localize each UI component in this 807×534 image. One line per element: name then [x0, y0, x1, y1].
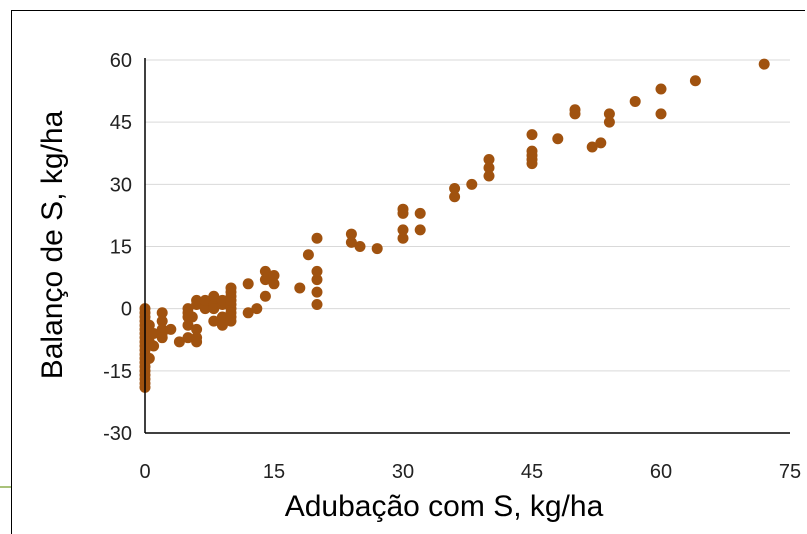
- data-point: [251, 303, 263, 315]
- data-point: [629, 95, 641, 107]
- data-point: [268, 278, 280, 290]
- y-tick-label: 60: [110, 50, 132, 72]
- data-point: [603, 116, 615, 128]
- data-point: [526, 129, 538, 141]
- data-point: [655, 83, 667, 95]
- x-tick-label: 30: [392, 461, 414, 483]
- data-point: [216, 311, 228, 323]
- data-point: [569, 104, 581, 116]
- data-point: [354, 241, 366, 252]
- data-point: [268, 270, 280, 282]
- x-tick-label: 75: [779, 461, 801, 483]
- data-point: [483, 162, 495, 174]
- x-tick-label: 60: [650, 461, 672, 483]
- data-point: [148, 340, 160, 352]
- data-point: [199, 294, 211, 306]
- data-points: [139, 58, 770, 393]
- data-point: [552, 133, 564, 145]
- data-point: [311, 299, 323, 311]
- data-point: [148, 328, 160, 340]
- data-point: [595, 137, 607, 149]
- data-point: [483, 170, 495, 182]
- data-point: [208, 303, 220, 315]
- edge-accent: [0, 486, 11, 488]
- data-point: [371, 243, 383, 255]
- y-tick-label: 0: [121, 299, 132, 321]
- y-axis-title: Balanço de S, kg/ha: [36, 110, 69, 379]
- data-point: [758, 58, 770, 70]
- data-point: [302, 249, 314, 261]
- data-point: [156, 332, 168, 344]
- data-point: [466, 178, 478, 190]
- chart-frame: [11, 10, 805, 534]
- data-point: [165, 323, 177, 335]
- axes: [144, 58, 790, 434]
- data-point: [655, 108, 667, 120]
- y-tick-label: 30: [110, 174, 132, 196]
- data-point: [311, 265, 323, 277]
- data-point: [259, 265, 271, 277]
- data-point: [156, 307, 168, 319]
- data-point: [311, 232, 323, 244]
- data-point: [311, 286, 323, 298]
- data-point: [143, 352, 155, 364]
- data-point: [216, 294, 228, 306]
- data-point: [242, 307, 254, 319]
- data-point: [689, 75, 701, 87]
- data-point: [586, 141, 598, 153]
- data-point: [143, 319, 155, 331]
- data-point: [156, 315, 168, 327]
- data-point: [225, 282, 237, 294]
- data-point: [414, 207, 426, 219]
- data-point: [526, 158, 538, 170]
- data-point: [191, 294, 203, 306]
- data-point: [225, 315, 237, 327]
- data-point: [191, 336, 203, 348]
- data-point: [242, 278, 254, 290]
- data-point: [449, 191, 461, 203]
- data-point: [345, 228, 357, 240]
- data-point: [259, 290, 271, 302]
- data-point: [208, 290, 220, 302]
- data-point: [311, 274, 323, 286]
- data-point: [483, 153, 495, 165]
- data-point: [173, 336, 185, 348]
- data-point: [259, 274, 271, 286]
- data-point: [397, 203, 409, 215]
- data-point: [216, 319, 228, 331]
- y-tick-label: -30: [103, 423, 132, 445]
- data-point: [199, 303, 211, 315]
- data-point: [397, 224, 409, 236]
- data-point: [397, 232, 409, 244]
- data-point: [191, 323, 203, 335]
- y-tick-label: -15: [103, 361, 132, 383]
- y-tick-label: 45: [110, 112, 132, 134]
- tick-labels: 60 45 30 15 0 -15 -30 0 15 30 45 60 75: [103, 50, 801, 483]
- data-point: [186, 311, 198, 323]
- gridlines: [145, 59, 790, 372]
- data-point: [414, 224, 426, 236]
- data-point: [182, 319, 194, 331]
- x-tick-label: 45: [521, 461, 543, 483]
- x-tick-label: 15: [263, 461, 285, 483]
- data-point: [603, 108, 615, 120]
- data-point: [449, 182, 461, 194]
- data-point: [182, 332, 194, 344]
- data-point: [208, 315, 220, 327]
- x-tick-label: 0: [139, 461, 150, 483]
- y-tick-label: 15: [110, 237, 132, 259]
- x-axis-title: Adubação com S, kg/ha: [285, 490, 604, 523]
- data-point: [294, 282, 306, 294]
- data-point: [345, 236, 357, 248]
